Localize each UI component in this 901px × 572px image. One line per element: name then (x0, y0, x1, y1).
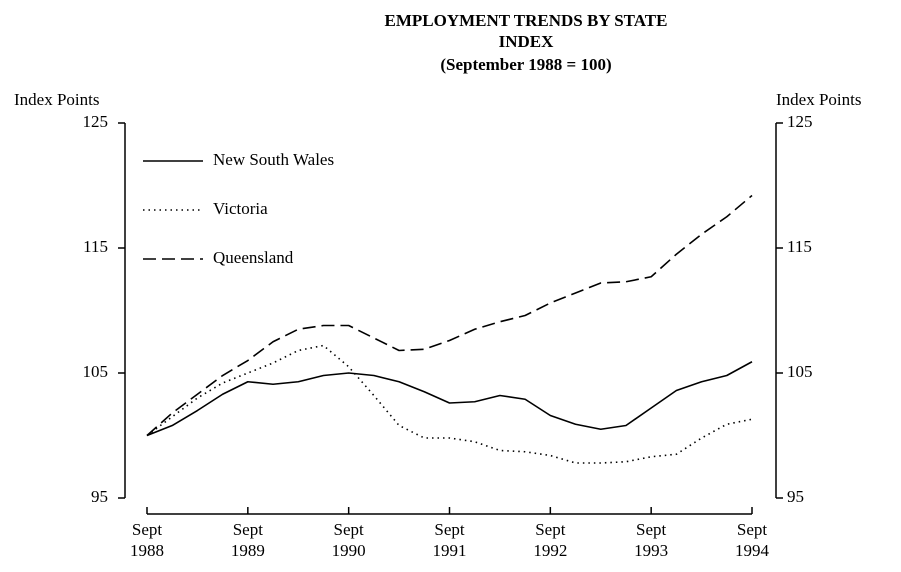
y2-axis-label: Index Points (776, 90, 861, 109)
chart-title: EMPLOYMENT TRENDS BY STATE (385, 11, 668, 30)
chart-subtitle: INDEX (499, 32, 555, 51)
legend-label: New South Wales (213, 150, 334, 169)
chart-caption: (September 1988 = 100) (440, 55, 611, 74)
y2-tick-label: 105 (787, 362, 813, 381)
x-tick-label: Sept 1990 (332, 520, 366, 560)
y2-tick-label: 115 (787, 237, 812, 256)
x-tick-label: Sept 1992 (533, 520, 567, 560)
x-tick-label: Sept 1988 (130, 520, 164, 560)
y-tick-label: 115 (83, 237, 108, 256)
y-axis-label: Index Points (14, 90, 99, 109)
y-tick-label: 125 (83, 112, 109, 131)
series-line (146, 361, 753, 437)
series-line (146, 194, 753, 437)
y2-tick-label: 125 (787, 112, 813, 131)
legend-label: Queensland (213, 248, 294, 267)
y2-tick-label: 95 (787, 487, 804, 506)
legend-label: Victoria (213, 199, 268, 218)
x-tick-label: Sept 1989 (231, 520, 265, 560)
x-tick-label: Sept 1993 (634, 520, 668, 560)
x-tick-label: Sept 1991 (433, 520, 467, 560)
series-line (146, 344, 753, 464)
y-tick-label: 105 (83, 362, 109, 381)
y-tick-label: 95 (91, 487, 108, 506)
x-tick-label: Sept 1994 (735, 520, 770, 560)
